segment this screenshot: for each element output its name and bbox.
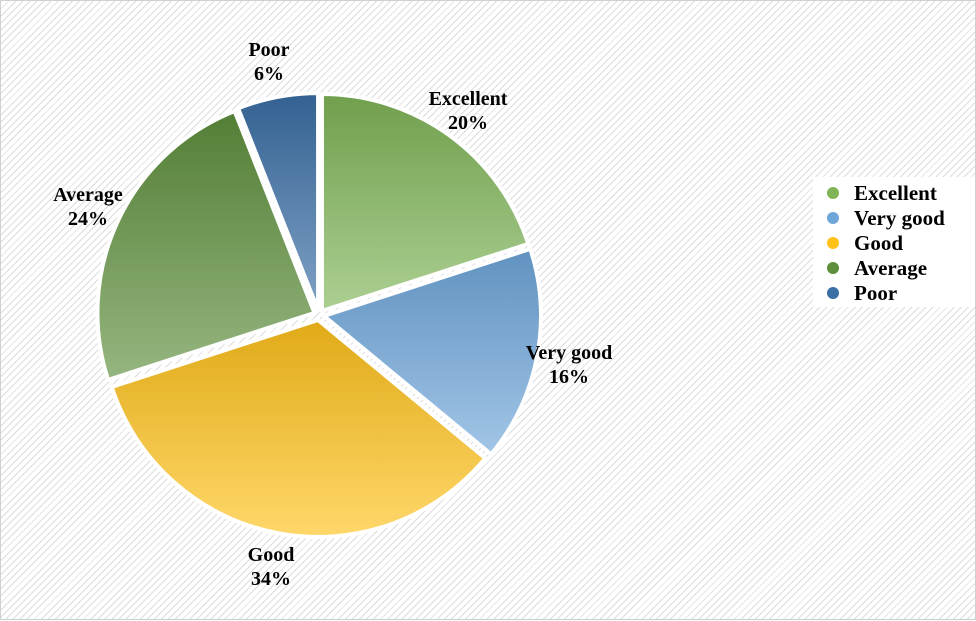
legend-label-excellent: Excellent bbox=[854, 180, 937, 205]
slice-value-excellent: 20% bbox=[448, 112, 488, 134]
pie-slice-very-good bbox=[321, 246, 543, 457]
legend-marker-poor bbox=[827, 287, 839, 299]
legend-marker-good bbox=[827, 237, 839, 249]
slice-value-very-good: 16% bbox=[549, 366, 589, 388]
slice-value-good: 34% bbox=[251, 568, 291, 590]
slice-label-good: Good bbox=[248, 544, 295, 566]
pie-slice-good bbox=[109, 317, 488, 539]
pie-slice-excellent bbox=[319, 91, 531, 313]
slice-label-very-good: Very good bbox=[526, 342, 612, 364]
legend-marker-excellent bbox=[827, 187, 839, 199]
slice-value-poor: 6% bbox=[254, 63, 284, 85]
slice-label-excellent: Excellent bbox=[429, 88, 508, 110]
legend-item-excellent: Excellent bbox=[827, 181, 937, 205]
legend: Excellent Very good Good Average Poor bbox=[813, 177, 975, 307]
pie-slice-average bbox=[95, 109, 317, 382]
pie-slice-poor bbox=[236, 91, 321, 313]
legend-marker-average bbox=[827, 262, 839, 274]
legend-marker-very-good bbox=[827, 212, 839, 224]
legend-item-very-good: Very good bbox=[827, 206, 945, 230]
pie-slices bbox=[95, 91, 543, 539]
legend-item-average: Average bbox=[827, 256, 927, 280]
legend-label-very-good: Very good bbox=[854, 205, 945, 230]
slice-label-poor: Poor bbox=[248, 39, 289, 61]
legend-label-average: Average bbox=[854, 255, 928, 280]
legend-item-good: Good bbox=[827, 231, 903, 255]
slice-value-average: 24% bbox=[68, 208, 108, 230]
legend-item-poor: Poor bbox=[827, 281, 897, 305]
slice-label-average: Average bbox=[53, 184, 123, 206]
legend-label-good: Good bbox=[854, 230, 904, 255]
legend-label-poor: Poor bbox=[854, 280, 898, 305]
